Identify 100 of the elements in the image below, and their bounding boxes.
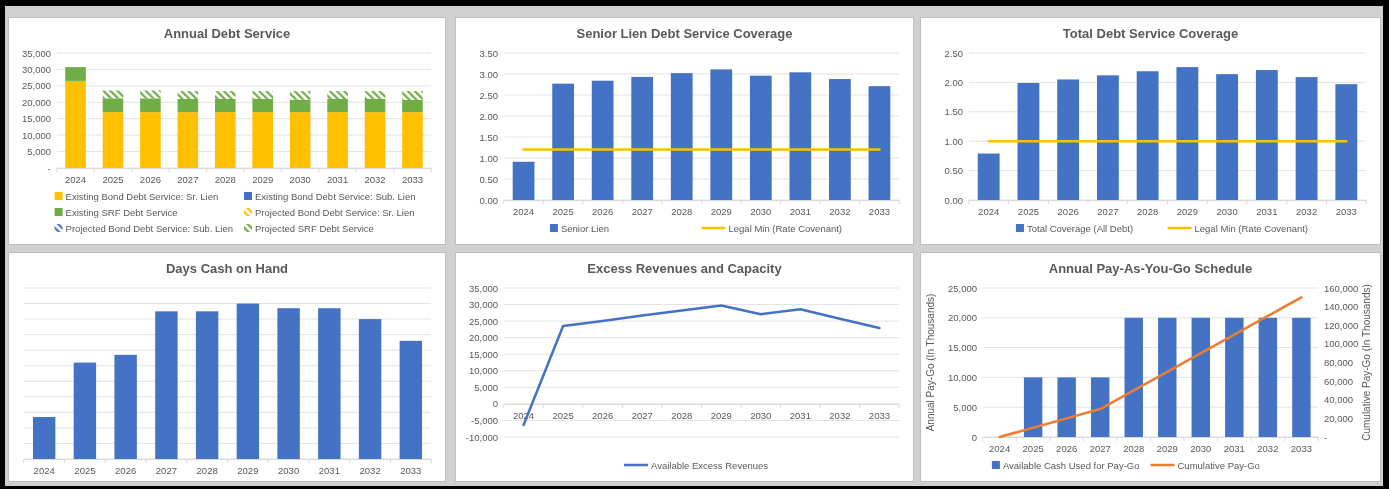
y-axis-title: Annual Pay-Go (In Thousands)	[925, 293, 936, 432]
bar	[868, 86, 891, 200]
legend-label: Legal Min (Rate Covenant)	[728, 223, 843, 234]
legend-label: Available Cash Used for Pay-Go	[1002, 460, 1140, 471]
legend-label: Available Excess Revenues	[650, 460, 769, 471]
bar	[670, 73, 693, 200]
x-tick-label: 2029	[710, 409, 732, 421]
bar	[114, 354, 137, 459]
bar	[65, 67, 86, 81]
legend-label: Total Coverage (All Debt)	[1026, 223, 1134, 234]
x-tick-label: 2031	[1256, 205, 1278, 217]
x-tick-label: 2032	[1296, 205, 1318, 217]
bar	[177, 91, 199, 99]
x-tick-label: 2027	[631, 205, 653, 217]
x-tick-label: 2024	[64, 173, 87, 185]
y-tick-label: 0.50	[479, 173, 498, 185]
bar	[252, 91, 274, 99]
y-tick-label: 20,000	[21, 96, 51, 108]
x-tick-label: 2029	[1156, 442, 1178, 454]
legend-label: Cumulative Pay-Go	[1177, 460, 1260, 471]
bar	[102, 112, 124, 168]
y-tick-label: 15,000	[468, 348, 498, 360]
y-tick-label: 35,000	[21, 47, 51, 59]
bar	[65, 80, 86, 168]
bar	[829, 79, 851, 200]
chart-title: Annual Debt Service	[163, 26, 291, 41]
y-tick-label: 20,000	[947, 312, 977, 324]
y-tick-label: 0.50	[944, 165, 963, 177]
chart-title: Days Cash on Hand	[165, 261, 289, 276]
x-tick-label: 2031	[789, 205, 811, 217]
x-tick-label: 2033	[400, 464, 422, 476]
legend-label: Legal Min (Rate Covenant)	[1194, 223, 1309, 234]
bar	[140, 90, 161, 99]
y-tick-label: 25,000	[468, 315, 498, 327]
y-tick-label: 15,000	[21, 113, 51, 125]
x-tick-label: 2026	[592, 409, 614, 421]
legend-label: Existing Bond Debt Service: Sr. Lien	[65, 191, 219, 202]
y-tick-label: 10,000	[947, 371, 977, 383]
bar	[977, 153, 1000, 200]
x-tick-label: 2026	[115, 464, 137, 476]
y2-tick-label: 120,000	[1324, 319, 1359, 331]
y2-axis-title: Cumulative Pay-Go (In Thousands)	[1361, 284, 1372, 441]
x-tick-label: 2028	[671, 409, 693, 421]
bar	[289, 91, 311, 100]
chart-title: Total Debt Service Coverage	[1062, 26, 1239, 41]
y2-tick-label: 140,000	[1324, 301, 1359, 313]
x-tick-label: 2029	[237, 464, 259, 476]
legend-label: Projected Bond Debt Service: Sub. Lien	[65, 223, 233, 234]
y-tick-label: -10,000	[465, 431, 498, 443]
bar	[1335, 84, 1358, 200]
x-tick-label: 2028	[196, 464, 218, 476]
x-tick-label: 2026	[592, 205, 614, 217]
x-tick-label: 2030	[750, 409, 772, 421]
bar	[252, 112, 274, 168]
bar	[155, 311, 178, 459]
x-tick-label: 2029	[1176, 205, 1198, 217]
y-tick-label: 30,000	[21, 63, 51, 75]
bar	[318, 308, 341, 459]
y-tick-label: 3.00	[479, 68, 498, 80]
x-tick-label: 2025	[552, 205, 574, 217]
bar	[552, 83, 574, 200]
x-tick-label: 2032	[364, 173, 386, 185]
bar	[1255, 70, 1278, 200]
legend-label: Existing SRF Debt Service	[65, 207, 178, 218]
y-tick-label: 25,000	[947, 282, 977, 294]
x-tick-label: 2024	[989, 442, 1011, 454]
bar	[402, 91, 423, 100]
bar	[1057, 79, 1080, 200]
bar	[789, 72, 812, 200]
bar	[102, 98, 124, 113]
legend-label: Existing Bond Debt Service: Sub. Lien	[255, 191, 416, 202]
x-tick-label: 2029	[252, 173, 274, 185]
bar	[1017, 82, 1040, 200]
bar	[631, 76, 654, 200]
y-tick-label: 30,000	[468, 299, 498, 311]
x-tick-label: 2033	[1290, 442, 1312, 454]
y-tick-label: 1.50	[479, 131, 498, 143]
bar	[402, 99, 423, 113]
x-tick-label: 2031	[327, 173, 349, 185]
x-tick-label: 2027	[1089, 442, 1111, 454]
bar	[177, 99, 199, 113]
bar	[364, 112, 386, 168]
y-tick-label: 0	[492, 398, 498, 410]
bar	[327, 91, 348, 99]
bar	[1216, 74, 1239, 200]
bar	[327, 112, 348, 168]
bar	[289, 99, 311, 113]
bar	[1295, 77, 1318, 200]
bar	[358, 319, 382, 459]
bar	[591, 80, 614, 200]
y-tick-label: 20,000	[468, 332, 498, 344]
x-tick-label: 2031	[1223, 442, 1245, 454]
x-tick-label: 2026	[139, 173, 161, 185]
x-tick-label: 2030	[278, 464, 300, 476]
bar	[1176, 67, 1199, 200]
x-tick-label: 2027	[177, 173, 199, 185]
bar	[1136, 71, 1159, 200]
bar	[32, 417, 56, 459]
x-tick-label: 2030	[750, 205, 772, 217]
y2-tick-label: -	[1324, 431, 1328, 443]
